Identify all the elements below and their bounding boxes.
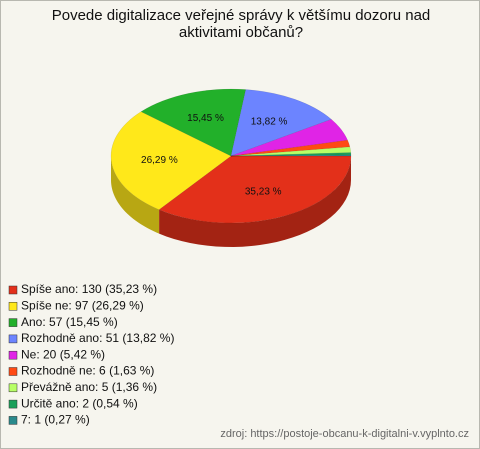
pie-slice [158, 155, 352, 224]
legend-swatch [8, 285, 18, 295]
pie-side [111, 156, 160, 234]
pie-slice [230, 119, 348, 157]
legend-swatch [8, 334, 18, 344]
legend-label: 7: 1 (0,27 %) [21, 413, 90, 427]
legend-label: Ano: 57 (15,45 %) [21, 315, 118, 329]
data-label: 13,82 % [251, 117, 288, 128]
legend-swatch [8, 416, 18, 425]
legend-swatch [8, 318, 18, 327]
data-label: 26,29 % [141, 155, 178, 166]
legend-swatch [8, 367, 18, 376]
pie-side [159, 156, 351, 247]
pie-slice [140, 88, 247, 157]
legend-label: Určitě ano: 2 (0,54 %) [21, 396, 138, 410]
legend-swatch [8, 302, 18, 311]
source: zdroj: https://postoje-obcanu-k-digitaln… [220, 428, 469, 440]
legend-label: Spíše ano: 130 (35,23 %) [21, 282, 157, 296]
pie-slice [230, 139, 351, 157]
legend-label: Převážně ano: 5 (1,36 %) [21, 380, 157, 394]
legend-label: Spíše ne: 97 (26,29 %) [21, 298, 144, 312]
pie-slice [230, 89, 332, 157]
legend-label: Rozhodně ne: 6 (1,63 %) [21, 364, 154, 378]
chart-title: Povede digitalizace veřejné správy k vět… [51, 7, 431, 41]
legend-swatch [8, 383, 18, 393]
pie-slice [230, 154, 352, 157]
data-label: 35,23 % [245, 187, 282, 198]
legend-swatch [8, 399, 18, 409]
pie-slice [230, 152, 352, 157]
pie-slice [230, 146, 352, 157]
legend-label: Ne: 20 (5,42 %) [21, 347, 105, 361]
legend-label: Rozhodně ano: 51 (13,82 %) [21, 331, 174, 345]
data-label: 15,45 % [187, 113, 224, 124]
pie-slice [110, 111, 232, 210]
legend-swatch [8, 350, 18, 360]
